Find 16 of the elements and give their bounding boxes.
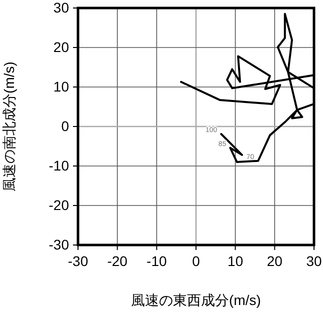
x-tick-label: -30 bbox=[68, 252, 88, 269]
x-tick-label: 30 bbox=[306, 252, 322, 269]
x-tick-label: 0 bbox=[192, 252, 200, 269]
y-axis-title: 風速の南北成分(m/s) bbox=[1, 62, 17, 192]
y-tick-label: 10 bbox=[53, 78, 70, 94]
x-tick-label: -10 bbox=[146, 252, 167, 269]
x-tick-label: 20 bbox=[266, 252, 283, 269]
y-tick-label: -10 bbox=[48, 157, 70, 174]
x-tick-label: -20 bbox=[107, 252, 128, 269]
y-tick-label: 30 bbox=[53, 0, 70, 16]
x-axis-title: 風速の東西成分(m/s) bbox=[131, 292, 261, 308]
y-tick-label: 20 bbox=[53, 38, 70, 55]
x-tick-label: 10 bbox=[228, 252, 244, 269]
y-tick-label: 0 bbox=[61, 118, 70, 134]
y-tick-label: -30 bbox=[48, 236, 70, 252]
y-tick-label: -20 bbox=[48, 196, 70, 213]
